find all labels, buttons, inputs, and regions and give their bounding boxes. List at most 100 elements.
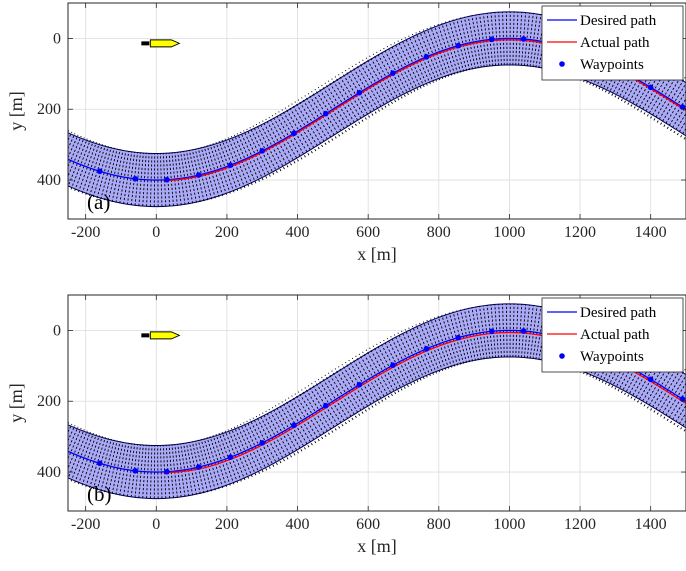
corridor-normal-line <box>68 429 85 470</box>
corridor-normal-line <box>177 443 186 497</box>
corridor-normal-line <box>666 97 686 129</box>
corridor-normal-line <box>365 57 393 105</box>
corridor-normal-line <box>358 353 387 400</box>
corridor-normal-line <box>518 304 523 358</box>
waypoint-marker <box>291 422 297 429</box>
corridor-normal-line <box>138 444 144 498</box>
corridor-normal-line <box>351 65 380 112</box>
corridor-normal-line <box>490 12 497 66</box>
corridor-normal-line <box>160 153 163 207</box>
x-tick-label: 400 <box>286 516 310 533</box>
waypoint-marker <box>259 148 266 154</box>
waypoint-marker <box>647 376 654 383</box>
corridor-normal-line <box>471 307 482 360</box>
corridor-normal-line <box>77 142 97 193</box>
corridor-normal-line <box>415 32 438 82</box>
vessel-icon <box>149 39 181 48</box>
corridor-normal-line <box>230 135 253 186</box>
corridor-normal-line <box>383 47 409 96</box>
legend-entry-label: Desired path <box>580 13 657 29</box>
corridor-normal-line <box>521 304 527 358</box>
x-tick-label: -200 <box>71 224 100 241</box>
corridor-normal-line <box>146 153 150 207</box>
corridor-normal-line <box>307 385 337 431</box>
corridor-normal-line <box>486 305 494 358</box>
corridor-normal-line <box>224 430 246 481</box>
corridor-normal-line <box>123 151 133 205</box>
corridor-normal-line <box>68 135 82 168</box>
corridor-normal-line <box>68 134 79 159</box>
corridor-normal-line <box>197 147 213 200</box>
corridor-normal-line <box>236 425 260 474</box>
y-axis-label: y [m] <box>6 91 26 131</box>
corridor-normal-line <box>215 434 235 485</box>
corridor-normal-line <box>419 30 441 81</box>
corridor-normal-line <box>262 412 289 460</box>
corridor-normal-line <box>430 26 450 77</box>
corridor-normal-line <box>230 427 253 478</box>
corridor-normal-line <box>162 153 167 207</box>
corridor-normal-line <box>183 443 194 496</box>
corridor-normal-line <box>100 439 115 492</box>
waypoint-marker <box>322 402 329 409</box>
axes-frame <box>67 294 686 512</box>
corridor-normal-line <box>197 439 213 492</box>
waypoint-marker <box>520 36 527 42</box>
vessel-wake <box>141 41 150 46</box>
corridor-normal-line <box>463 308 476 361</box>
corridor-normal-line <box>185 150 197 203</box>
corridor-normal-line <box>301 97 330 143</box>
waypoint-marker <box>679 396 686 402</box>
corridor-normal-line <box>311 91 341 137</box>
corridor-normal-line <box>670 397 686 424</box>
waypoint-marker <box>423 54 430 60</box>
corridor-normal-line <box>433 317 453 368</box>
corridor-normal-line <box>441 314 459 366</box>
corridor-normal-line <box>271 115 299 162</box>
corridor-normal-line <box>258 414 285 462</box>
x-tick-label: 600 <box>356 516 380 533</box>
corridor-normal-line <box>475 306 485 360</box>
waypoint-marker <box>195 172 202 178</box>
corridor-normal-line <box>212 435 231 486</box>
corridor-normal-line <box>74 432 94 483</box>
corridor-normal-line <box>68 427 82 460</box>
corridor-normal-line <box>153 153 156 207</box>
corridor-normal-line <box>341 72 371 118</box>
corridor-normal-line <box>515 304 519 358</box>
corridor-normal-line <box>426 319 447 370</box>
waypoint-marker <box>132 467 138 474</box>
corridor-normal-line <box>278 403 306 450</box>
corridor-normal-line <box>134 444 141 498</box>
corridor-normal-line <box>206 145 224 197</box>
x-tick-label: 200 <box>215 224 239 241</box>
corridor-normal-line <box>490 304 497 358</box>
corridor-normal-line <box>663 90 686 127</box>
corridor-normal-line <box>203 438 220 490</box>
corridor-normal-line <box>479 13 488 67</box>
corridor-normal-line <box>656 77 686 123</box>
corridor-normal-line <box>362 59 390 106</box>
x-tick-label: 1200 <box>564 516 596 533</box>
corridor-normal-line <box>680 127 686 138</box>
corridor-normal-line <box>212 143 231 194</box>
x-tick-label: 1000 <box>493 224 525 241</box>
waypoint-marker <box>356 89 363 96</box>
corridor-normal-line <box>327 372 357 418</box>
axes-frame <box>67 2 686 220</box>
waypoint-marker <box>259 440 266 446</box>
corridor-normal-line <box>275 113 303 160</box>
legend-swatch-marker <box>559 353 565 359</box>
corridor-normal-line <box>471 15 482 68</box>
x-tick-label: 200 <box>215 516 239 533</box>
corridor-normal-line <box>372 53 400 101</box>
corridor-normal-line <box>422 29 444 80</box>
corridor-normal-line <box>404 37 428 86</box>
corridor-normal-line <box>126 151 136 205</box>
waypoint-marker <box>96 460 103 467</box>
x-tick-label: 800 <box>427 516 451 533</box>
corridor-normal-line <box>174 444 182 498</box>
corridor-normal-line <box>42 421 66 469</box>
corridor-normal-line <box>297 99 327 146</box>
